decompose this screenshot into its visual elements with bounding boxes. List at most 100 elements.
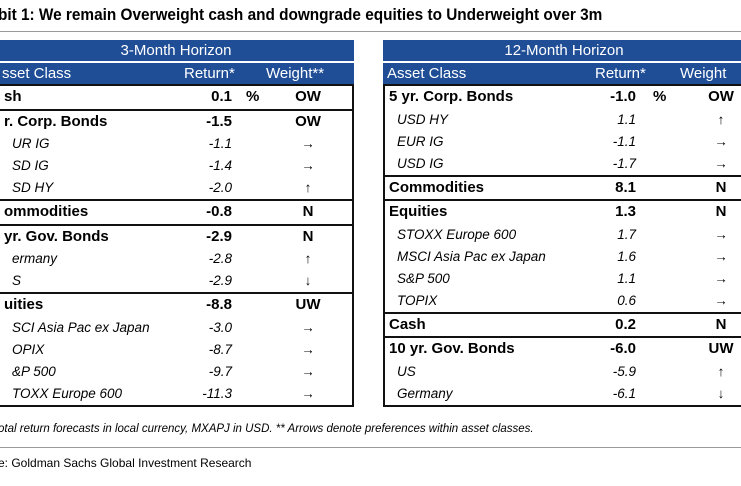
asset-name: SD HY — [12, 180, 54, 195]
asset-class-row: uities -8.8 UW — [0, 292, 352, 317]
preference-arrow-icon: → — [714, 292, 728, 308]
col-return: Return* — [595, 65, 646, 82]
preference-arrow-icon: → — [714, 248, 728, 264]
return-value: -2.0 — [208, 180, 232, 195]
column-header-row: Asset Class Return* Weight — [383, 63, 741, 84]
preference-arrow-icon: ↑ — [304, 251, 312, 266]
return-value: 0.2 — [615, 315, 636, 333]
source-note: e: Goldman Sachs Global Investment Resea… — [0, 456, 252, 470]
sub-asset-row: S&P 500 1.1 → — [385, 268, 741, 290]
preference-arrow-icon: ↑ — [717, 363, 725, 379]
sub-asset-row: SCI Asia Pac ex Japan -3.0 → — [0, 317, 352, 339]
asset-name: MSCI Asia Pac ex Japan — [397, 248, 546, 264]
asset-name: S&P 500 — [397, 270, 450, 286]
percent-unit: % — [653, 88, 667, 105]
sub-asset-row: US -5.9 ↑ — [385, 361, 741, 383]
asset-name: SCI Asia Pac ex Japan — [12, 319, 150, 335]
asset-name: OPIX — [12, 341, 45, 357]
asset-class-row: Cash 0.2 N — [385, 311, 741, 337]
return-value: 0.6 — [617, 292, 636, 308]
preference-arrow-icon: → — [301, 363, 315, 379]
allocation-table: sh 0.1% OW r. Corp. Bonds -1.5 OW UR IG -1.1 → SD… — [0, 84, 354, 407]
sub-asset-row: SD HY -2.0 ↑ — [0, 177, 352, 199]
return-value: -6.1 — [612, 385, 636, 401]
weight-rating: N — [302, 203, 314, 220]
asset-name: SD IG — [12, 158, 49, 173]
return-value: -9.7 — [208, 363, 232, 379]
return-value: -1.1 — [612, 133, 636, 149]
exhibit-title: bit 1: We remain Overweight cash and dow… — [0, 6, 603, 24]
sub-asset-row: STOXX Europe 600 1.7 → — [385, 224, 741, 246]
return-value: 1.3 — [615, 203, 636, 220]
asset-name: 5 yr. Corp. Bonds — [389, 88, 514, 105]
sub-asset-row: MSCI Asia Pac ex Japan 1.6 → — [385, 246, 741, 268]
horizon-header: 12-Month Horizon — [383, 40, 741, 61]
return-value: -3.0 — [208, 319, 232, 335]
sub-asset-row: OPIX -8.7 → — [0, 339, 352, 361]
return-value: -1.0 — [610, 88, 636, 105]
preference-arrow-icon: → — [714, 270, 728, 286]
preference-arrow-icon: → — [301, 341, 315, 357]
weight-rating: N — [302, 227, 314, 245]
asset-class-row: sh 0.1% OW — [0, 84, 352, 109]
sub-asset-row: TOXX Europe 600 -11.3 → — [0, 383, 352, 405]
return-value: -11.3 — [202, 385, 232, 401]
asset-name: yr. Gov. Bonds — [4, 227, 109, 245]
return-value: 1.6 — [617, 248, 636, 264]
return-value: -1.4 — [208, 158, 232, 173]
weight-rating: N — [715, 178, 727, 196]
return-value: -8.7 — [208, 341, 232, 357]
allocation-table: 5 yr. Corp. Bonds -1.0% OW USD HY 1.1 ↑ EUR IG… — [383, 84, 741, 407]
asset-class-row: Commodities 8.1 N — [385, 174, 741, 200]
percent-unit: % — [246, 88, 260, 105]
preference-arrow-icon: ↓ — [717, 385, 725, 401]
asset-name: STOXX Europe 600 — [397, 226, 517, 242]
return-value: -2.8 — [208, 251, 232, 266]
return-value: -5.9 — [612, 363, 636, 379]
preference-arrow-icon: → — [714, 155, 728, 171]
asset-name: 10 yr. Gov. Bonds — [389, 340, 515, 357]
preference-arrow-icon: ↑ — [717, 111, 725, 127]
col-asset-class: Asset Class — [387, 65, 467, 82]
preference-arrow-icon: → — [714, 226, 728, 242]
sub-asset-row: UR IG -1.1 → — [0, 133, 352, 155]
sub-asset-row: USD IG -1.7 → — [385, 153, 741, 175]
preference-arrow-icon: → — [301, 385, 315, 401]
source-rule — [0, 447, 741, 448]
top-rule — [0, 31, 741, 32]
sub-asset-row: USD HY 1.1 ↑ — [385, 109, 741, 131]
return-value: -2.9 — [206, 227, 232, 245]
return-value: 1.1 — [617, 111, 636, 127]
asset-name: TOXX Europe 600 — [12, 385, 123, 401]
asset-class-row: 10 yr. Gov. Bonds -6.0 UW — [385, 336, 741, 361]
asset-class-row: r. Corp. Bonds -1.5 OW — [0, 108, 352, 134]
preference-arrow-icon: → — [714, 133, 728, 149]
weight-rating: OW — [295, 112, 321, 130]
asset-name: UR IG — [12, 136, 50, 151]
weight-rating: OW — [708, 88, 734, 105]
asset-name: ommodities — [4, 203, 89, 220]
asset-name: Equities — [389, 203, 448, 220]
asset-name: S — [12, 273, 22, 288]
col-asset-class: sset Class — [2, 65, 72, 82]
return-value: -1.1 — [208, 136, 232, 151]
sub-asset-row: ermany -2.8 ↑ — [0, 248, 352, 270]
sub-asset-row: S -2.9 ↓ — [0, 270, 352, 292]
asset-name: EUR IG — [397, 133, 444, 149]
weight-rating: N — [715, 315, 727, 333]
panel-3-month: 3-Month Horizon sset Class Return* Weigh… — [0, 40, 354, 407]
preference-arrow-icon: → — [301, 136, 315, 151]
preference-arrow-icon: → — [301, 319, 315, 335]
return-value: 1.7 — [617, 226, 636, 242]
asset-name: Cash — [389, 315, 426, 333]
return-value: 1.1 — [617, 270, 636, 286]
return-value: -1.5 — [206, 112, 232, 130]
asset-name: TOPIX — [397, 292, 438, 308]
asset-class-row: Equities 1.3 N — [385, 199, 741, 224]
weight-rating: N — [715, 203, 727, 220]
sub-asset-row: TOPIX 0.6 → — [385, 290, 741, 312]
weight-rating: UW — [708, 340, 734, 357]
horizon-header: 3-Month Horizon — [0, 40, 354, 61]
sub-asset-row: &P 500 -9.7 → — [0, 361, 352, 383]
asset-name: r. Corp. Bonds — [4, 112, 108, 130]
